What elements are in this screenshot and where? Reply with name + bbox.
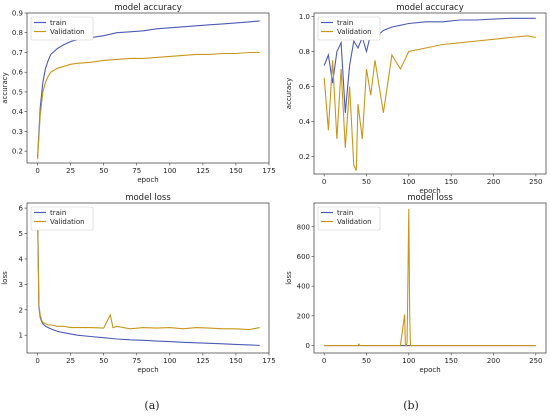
legend-box xyxy=(30,16,94,41)
caption-a: (a) xyxy=(144,399,159,412)
panel-a-loss: model loss 0 25 50 75 100 125 150 175 1 2 3 4 5 6 epoch… xyxy=(1,193,276,374)
x-tick-label: 125 xyxy=(196,357,209,365)
x-tick-label: 150 xyxy=(444,178,457,186)
legend-label-validation: Validation xyxy=(337,28,372,36)
x-tick-label: 250 xyxy=(529,357,542,365)
x-tick-label: 175 xyxy=(262,357,275,365)
y-axis-label: loss xyxy=(285,271,293,285)
y-tick-label: 0.6 xyxy=(299,83,311,91)
series-line-validation xyxy=(323,35,536,171)
x-tick-label: 0 xyxy=(322,178,326,186)
y-tick-label: 0.8 xyxy=(299,48,310,56)
x-tick-label: 100 xyxy=(163,357,176,365)
chart-title: model loss xyxy=(407,193,453,203)
x-tick-label: 100 xyxy=(402,178,415,186)
panel-b-accuracy: model accuracy 0 50 100 150 200 250 0.2 0.4 0.6 0.… xyxy=(285,3,547,195)
x-tick-label: 150 xyxy=(229,357,242,365)
legend-label-validation: Validation xyxy=(50,28,85,36)
plot-frame xyxy=(26,202,270,354)
plot-frame xyxy=(26,12,270,164)
chart-title: model accuracy xyxy=(114,3,182,13)
x-tick-label: 200 xyxy=(487,178,500,186)
series-line-validation xyxy=(324,208,536,347)
y-axis-label: loss xyxy=(1,271,9,285)
x-tick-label: 150 xyxy=(229,167,242,175)
series-line-train xyxy=(37,20,260,158)
legend-label-train: train xyxy=(50,209,66,217)
x-tick-label: 50 xyxy=(99,357,108,365)
x-tick-label: 175 xyxy=(262,167,275,175)
y-tick-label: 0.7 xyxy=(12,49,23,57)
y-axis-label: accuracy xyxy=(285,78,293,110)
legend-label-validation: Validation xyxy=(337,218,372,226)
y-tick-label: 3 xyxy=(19,281,23,289)
x-tick-label: 200 xyxy=(487,357,500,365)
legend-box xyxy=(317,16,381,41)
y-tick-label: 1 xyxy=(19,332,23,340)
x-tick-label: 50 xyxy=(362,178,371,186)
panel-a-accuracy: model accuracy 0 25 50 75 100 125 150 175 0.2 0.3 0… xyxy=(1,3,276,184)
x-tick-label: 100 xyxy=(163,167,176,175)
legend-box xyxy=(317,206,381,231)
series-line-train xyxy=(37,208,260,346)
y-tick-label: 6 xyxy=(19,205,24,213)
x-axis-label: epoch xyxy=(137,176,158,184)
y-tick-label: 0.3 xyxy=(12,128,23,136)
x-tick-label: 75 xyxy=(132,357,141,365)
x-tick-label: 0 xyxy=(322,357,326,365)
y-tick-label: 0.4 xyxy=(12,108,24,116)
x-tick-label: 0 xyxy=(35,167,39,175)
x-tick-label: 250 xyxy=(529,178,542,186)
y-tick-label: 0 xyxy=(306,342,310,350)
y-tick-label: 0.5 xyxy=(12,88,23,96)
plot-frame xyxy=(313,12,547,175)
series-line-validation xyxy=(37,51,260,160)
y-tick-label: 200 xyxy=(297,312,310,320)
legend-box xyxy=(30,206,94,231)
x-tick-label: 50 xyxy=(99,167,108,175)
x-tick-label: 0 xyxy=(35,357,39,365)
x-axis-label: epoch xyxy=(419,187,440,195)
y-tick-label: 800 xyxy=(297,223,310,231)
y-tick-label: 0.9 xyxy=(12,10,23,18)
y-tick-label: 0.6 xyxy=(12,69,24,77)
x-tick-label: 75 xyxy=(132,167,141,175)
chart-title: model accuracy xyxy=(396,3,464,13)
legend-label-train: train xyxy=(337,19,353,27)
x-tick-label: 150 xyxy=(444,357,457,365)
series-line-validation xyxy=(37,220,260,331)
y-tick-label: 600 xyxy=(297,253,310,261)
y-tick-label: 0.2 xyxy=(12,148,23,156)
legend-label-train: train xyxy=(50,19,66,27)
x-tick-label: 25 xyxy=(66,357,75,365)
y-tick-label: 400 xyxy=(297,283,310,291)
y-tick-label: 1.0 xyxy=(299,13,310,21)
x-axis-label: epoch xyxy=(137,366,158,374)
x-tick-label: 25 xyxy=(66,167,75,175)
y-axis-label: accuracy xyxy=(1,72,9,104)
y-tick-label: 0.8 xyxy=(12,29,23,37)
x-tick-label: 125 xyxy=(196,167,209,175)
y-tick-label: 4 xyxy=(19,255,24,263)
y-tick-label: 2 xyxy=(19,306,23,314)
x-tick-label: 100 xyxy=(402,357,415,365)
panel-b-loss: model loss 0 50 100 150 200 250 0 200 400 600 800 ep… xyxy=(285,193,547,374)
x-axis-label: epoch xyxy=(419,366,440,374)
legend-label-validation: Validation xyxy=(50,218,85,226)
y-tick-label: 0.2 xyxy=(299,153,310,161)
plot-frame xyxy=(313,202,547,354)
legend-label-train: train xyxy=(337,209,353,217)
y-tick-label: 0.4 xyxy=(299,118,311,126)
x-tick-label: 50 xyxy=(362,357,371,365)
chart-title: model loss xyxy=(125,193,171,203)
caption-b: (b) xyxy=(403,399,419,412)
y-tick-label: 5 xyxy=(19,230,23,238)
